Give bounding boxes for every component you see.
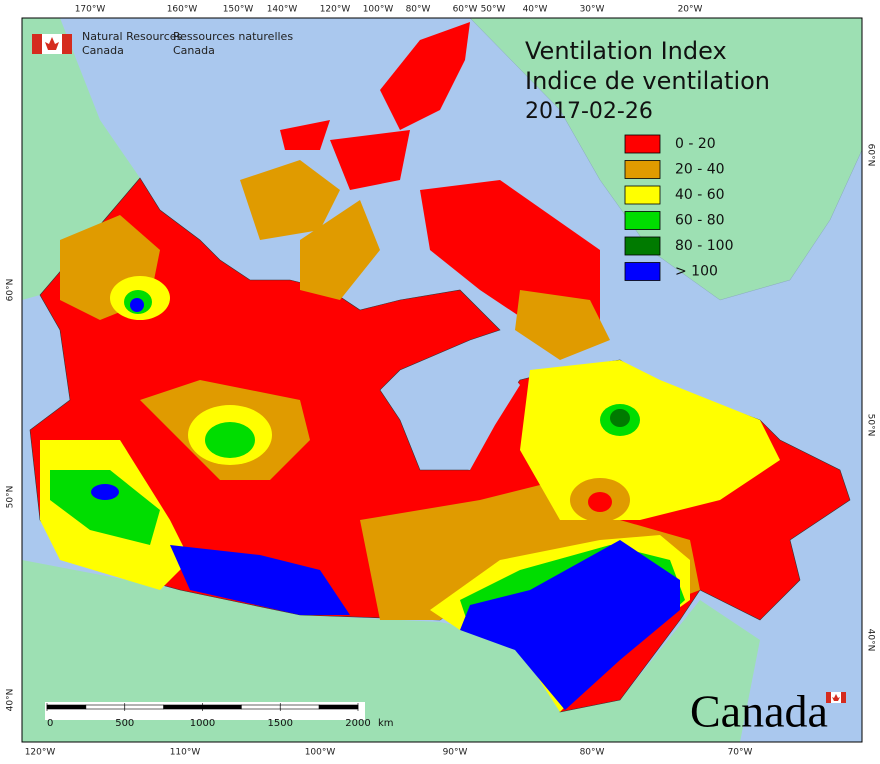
graticule-label: 50°N [866,414,876,437]
graticule-label: 80°W [580,748,605,758]
graticule-label: 90°W [443,748,468,758]
zone-over-100 [130,298,144,312]
legend-label: 80 - 100 [675,238,734,254]
zone-40-60 [520,360,780,520]
baffin-south [515,290,610,360]
scale-label: 1000 [190,718,215,729]
date: 2017-02-26 [525,99,653,124]
graticule-label: 120°W [25,748,56,758]
island [300,200,380,300]
scale-segment [46,704,87,710]
hudson-bay [400,350,520,470]
zone-0-20 [588,492,612,512]
flag-logo [32,34,72,54]
graticule-label: 110°W [170,748,201,758]
scale-unit: km [378,718,394,729]
island [240,160,340,240]
graticule-label: 40°W [523,5,548,15]
graticule-label: 40°N [6,689,16,712]
scale-segment [163,704,203,710]
graticule-label: 160°W [167,5,198,15]
baffin-island [420,180,600,330]
graticule-label: 60°W [453,5,478,15]
graticule-label: 150°W [223,5,254,15]
header-fr: Canada [173,44,215,57]
title: Indice de ventilation [525,67,770,95]
scale-segment [241,704,281,710]
scale-label: 2000 [345,718,370,729]
header-en: Canada [82,44,124,57]
legend-label: > 100 [675,264,718,280]
alaska [22,18,140,300]
legend-swatch [624,185,661,205]
graticule-label: 80°W [406,5,431,15]
graticule-label: 100°W [305,748,336,758]
zone-0-20 [798,476,842,504]
zone-60-80 [205,422,255,458]
graticule-label: 120°W [320,5,351,15]
graticule-label: 50°N [6,486,16,509]
legend-swatch [624,134,661,154]
graticule-label: 50°W [481,5,506,15]
legend-swatch [624,160,661,179]
island [380,22,470,130]
graticule-label: 100°W [363,5,394,15]
zone-over-100 [91,484,119,500]
graticule-label: 140°W [267,5,298,15]
legend-label: 0 - 20 [675,136,716,152]
graticule-label: 20°W [678,5,703,15]
usa [22,560,760,742]
zone-over-100 [170,545,350,615]
scale-segment [202,704,242,710]
island [280,120,330,150]
legend-label: 60 - 80 [675,213,725,229]
graticule-label: 60°N [866,144,876,167]
legend-label: 20 - 40 [675,162,725,178]
graticule-label: 170°W [75,5,106,15]
zone-60-80 [50,470,160,545]
legend-label: 40 - 60 [675,187,725,203]
wordmark: Canada [690,686,828,737]
graticule-label: 60°N [6,279,16,302]
legend-swatch [624,236,661,256]
title: Ventilation Index [525,37,727,65]
scale-segment [279,704,320,710]
header-fr: Ressources naturelles [173,30,293,43]
scale-label: 1500 [268,718,293,729]
zone-80-100 [610,409,630,427]
zone-over-100 [460,540,680,710]
scale-segment [85,704,126,710]
graticule-label: 30°W [580,5,605,15]
scale-label: 0 [47,718,53,729]
legend-swatch [624,262,661,281]
island [330,130,410,190]
header-en: Natural Resources [82,30,183,43]
wordmark-flag [826,692,846,703]
graticule-label: 70°W [728,748,753,758]
scale-label: 500 [115,718,134,729]
scale-segment [318,704,359,710]
graticule-label: 40°N [866,629,876,652]
legend-swatch [624,211,661,230]
frame [21,17,863,743]
scale-segment [124,704,164,710]
